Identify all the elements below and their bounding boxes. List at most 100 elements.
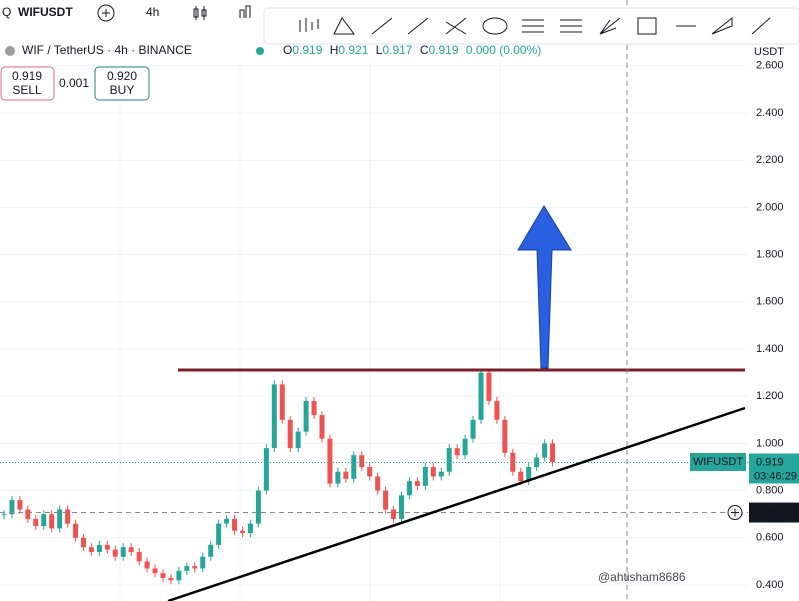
last-price: 0.919	[756, 456, 784, 468]
tick-label: 1.600	[756, 296, 784, 308]
status-dot	[256, 47, 264, 55]
logo	[5, 46, 15, 56]
candle	[120, 547, 126, 557]
candle	[391, 509, 397, 519]
crosshair-tag	[749, 502, 799, 523]
candle	[351, 455, 357, 479]
buy-price: 0.920	[107, 69, 137, 83]
candle	[112, 549, 118, 557]
candle	[550, 443, 556, 463]
candle	[144, 561, 150, 569]
l-label: L	[376, 43, 383, 57]
tick-label: 1.200	[756, 390, 784, 402]
add-icon	[102, 9, 110, 17]
candle	[216, 523, 222, 545]
candle	[383, 490, 389, 510]
candle	[470, 419, 476, 439]
candle	[303, 400, 309, 432]
interval[interactable]: 4h	[146, 5, 159, 19]
grid	[119, 60, 501, 601]
plot	[0, 65, 748, 586]
sell-label: SELL	[12, 83, 42, 97]
candle	[33, 518, 39, 526]
candle	[438, 471, 444, 477]
candle	[41, 514, 47, 526]
currency[interactable]: USDT	[754, 46, 784, 58]
tick-label: 2.400	[756, 107, 784, 119]
trend-line	[167, 406, 746, 601]
candle	[184, 566, 190, 571]
candle	[414, 481, 420, 486]
top-bar	[0, 0, 265, 26]
candle	[287, 419, 293, 449]
candle	[446, 448, 452, 472]
candle	[422, 467, 428, 486]
candle	[367, 467, 373, 477]
candle	[462, 438, 468, 456]
high: 0.921	[338, 43, 368, 57]
symbol[interactable]: WIFUSDT	[18, 5, 73, 19]
candle	[494, 400, 500, 420]
c-label: C	[420, 43, 429, 57]
candle	[73, 523, 79, 538]
candle	[335, 471, 341, 484]
ohlc: O0.919 H0.921 L0.917 C0.919 0.000 (0.00%…	[283, 43, 541, 57]
search-icon[interactable]: Q	[2, 5, 11, 19]
candle	[486, 372, 492, 401]
candle	[542, 443, 548, 458]
candle	[176, 570, 182, 581]
o-label: O	[283, 43, 292, 57]
candle	[255, 490, 261, 524]
candle	[343, 471, 349, 479]
candle	[240, 530, 245, 534]
candle	[247, 523, 253, 534]
candle	[88, 547, 94, 552]
add-symbol[interactable]	[97, 4, 115, 22]
candle	[224, 518, 230, 524]
spread: 0.001	[59, 76, 89, 90]
last-price-tag	[749, 453, 799, 484]
candle	[375, 476, 381, 491]
candle	[9, 500, 15, 515]
candle	[295, 431, 301, 449]
candle	[510, 452, 516, 472]
candle	[406, 481, 412, 496]
toolbar-icons[interactable]	[299, 16, 771, 35]
candle	[534, 457, 540, 467]
tick-label: 1.000	[756, 437, 784, 449]
chart-type[interactable]	[193, 6, 207, 20]
watermark: @ahtisham8686	[598, 570, 686, 584]
candle	[271, 384, 277, 449]
price-axis-ticks: 2.600 2.400 2.200 2.000 1.800 1.600 1.400 1.200…	[756, 60, 784, 591]
sell-price: 0.919	[12, 69, 42, 83]
candle	[96, 544, 102, 552]
indicators[interactable]	[239, 5, 251, 18]
change: 0.000 (0.00%)	[466, 43, 541, 57]
buy-button[interactable]	[94, 66, 150, 101]
candle	[1, 514, 7, 516]
candle	[263, 448, 269, 491]
buy-label: BUY	[110, 83, 135, 97]
tick-label: 2.600	[756, 60, 784, 72]
candle	[518, 471, 524, 482]
sell-button[interactable]	[0, 66, 55, 101]
close: 0.919	[429, 43, 459, 57]
candle	[200, 556, 206, 569]
candle	[160, 573, 166, 578]
candle	[192, 566, 198, 569]
tick-label: 1.800	[756, 249, 784, 261]
candle	[279, 384, 285, 420]
candle	[311, 400, 317, 416]
candle	[502, 419, 508, 453]
candle	[359, 455, 365, 467]
candle	[327, 438, 333, 484]
candle	[128, 547, 134, 552]
tick-label: 0.400	[756, 579, 784, 591]
tick-label: 0.600	[756, 532, 784, 544]
candle	[454, 448, 460, 456]
candle	[17, 500, 23, 510]
candle	[430, 467, 436, 477]
candle	[25, 509, 31, 519]
up-arrow	[517, 205, 572, 369]
